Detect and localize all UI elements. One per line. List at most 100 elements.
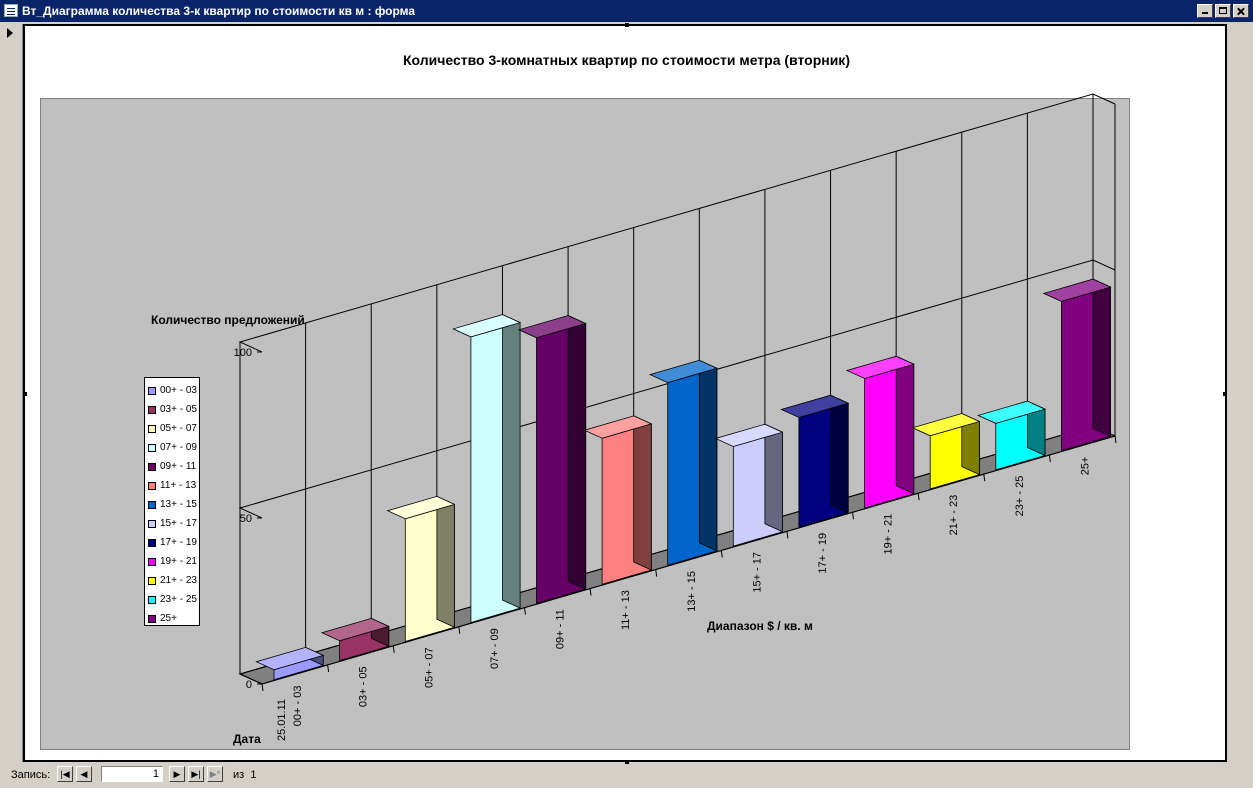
category-label: 13+ - 15 <box>686 571 698 612</box>
legend-label: 25+ <box>160 613 177 624</box>
legend-label: 11+ - 13 <box>160 480 197 491</box>
bar <box>714 423 784 547</box>
legend-swatch <box>148 481 156 490</box>
resize-handle-right[interactable] <box>1223 392 1227 396</box>
bar-side <box>502 313 521 609</box>
category-label: 21+ - 23 <box>948 495 960 536</box>
bar-side <box>1092 278 1111 438</box>
bar <box>977 400 1047 471</box>
category-tick <box>786 531 789 539</box>
bar-side <box>698 359 718 552</box>
category-label: 00+ - 03 <box>292 686 304 727</box>
legend-label: 13+ - 15 <box>160 499 197 510</box>
category-label: 17+ - 19 <box>817 533 829 574</box>
minimize-button[interactable] <box>1197 4 1213 18</box>
bar-top <box>452 314 522 338</box>
category-tick <box>523 607 526 615</box>
legend-swatch <box>148 443 156 452</box>
legend-entry: 23+ - 25 <box>145 590 199 609</box>
bar-top <box>714 423 784 447</box>
legend-label: 23+ - 25 <box>160 594 197 605</box>
legend-swatch <box>148 576 156 585</box>
bar-top <box>517 315 587 339</box>
bar-top <box>386 495 456 520</box>
bar <box>255 646 325 681</box>
legend-label: 17+ - 19 <box>160 537 197 548</box>
close-button[interactable] <box>1233 4 1249 18</box>
bar <box>1042 278 1112 452</box>
last-record-button[interactable]: ▶| <box>188 766 204 782</box>
bar-top <box>780 394 850 418</box>
window-title: Вт_Диаграмма количества 3-к квартир по с… <box>22 4 416 18</box>
record-total: 1 <box>250 769 257 781</box>
legend-entry: 19+ - 21 <box>145 552 199 571</box>
form-icon <box>4 4 18 17</box>
bar-top <box>320 617 390 642</box>
legend-swatch <box>148 405 156 414</box>
category-label: 15+ - 17 <box>751 552 763 593</box>
category-label: 11+ - 13 <box>620 590 632 630</box>
category-axis-title: Диапазон $ / кв. м <box>707 619 813 633</box>
legend-swatch <box>148 386 156 395</box>
category-tick <box>917 493 920 501</box>
legend-entry: 11+ - 13 <box>145 476 199 495</box>
bar <box>517 314 587 604</box>
resize-handle-left[interactable] <box>23 392 27 396</box>
category-tick <box>327 664 330 672</box>
category-tick <box>458 626 461 634</box>
legend-label: 05+ - 07 <box>160 423 197 434</box>
legend-label: 00+ - 03 <box>160 385 197 396</box>
bar <box>320 617 390 662</box>
bar <box>452 313 522 624</box>
bar-side <box>830 394 849 514</box>
record-selector[interactable] <box>6 24 23 762</box>
new-record-button[interactable]: ▶* <box>207 766 223 782</box>
record-count-label: из 1 <box>233 769 256 781</box>
previous-record-button[interactable]: ◀ <box>76 766 92 782</box>
category-label: 25+ <box>1079 457 1091 476</box>
legend-swatch <box>148 519 156 528</box>
bar-side <box>764 423 783 533</box>
resize-handle-top[interactable] <box>625 23 629 27</box>
bar-top <box>1042 278 1112 302</box>
category-label: 05+ - 07 <box>423 647 435 688</box>
next-record-button[interactable]: ▶ <box>169 766 185 782</box>
record-number-input[interactable]: 1 <box>101 766 163 782</box>
current-record-arrow-icon <box>7 28 13 38</box>
legend-swatch <box>148 424 156 433</box>
legend-swatch <box>148 614 156 623</box>
category-label: 23+ - 25 <box>1014 476 1026 517</box>
legend-label: 07+ - 09 <box>160 442 197 453</box>
first-record-button[interactable]: |◀ <box>57 766 73 782</box>
resize-handle-bottom[interactable] <box>625 760 629 764</box>
category-tick <box>1048 455 1051 463</box>
chart-legend[interactable]: 00+ - 03 03+ - 05 05+ - 07 07+ - 09 09+ - 11… <box>144 377 200 626</box>
bar-side <box>895 355 915 495</box>
category-label: 07+ - 09 <box>489 628 501 669</box>
gridline-value <box>238 93 1116 353</box>
bar <box>911 412 981 490</box>
category-label: 19+ - 21 <box>883 514 895 555</box>
record-navigation-bar: Запись: |◀ ◀ 1 ▶ ▶| ▶* из 1 <box>0 764 1253 788</box>
legend-entry: 25+ <box>145 609 199 628</box>
record-label: Запись: <box>11 769 51 781</box>
series-axis-title: Дата <box>233 732 261 746</box>
bar-top <box>583 415 653 439</box>
legend-swatch <box>148 557 156 566</box>
legend-label: 15+ - 17 <box>160 518 197 529</box>
legend-entry: 17+ - 19 <box>145 533 199 552</box>
bar <box>386 495 456 643</box>
value-tick-label: 0 <box>246 679 252 691</box>
legend-entry: 13+ - 15 <box>145 495 199 514</box>
legend-entry: 03+ - 05 <box>145 400 199 419</box>
value-tick-label: 100 <box>234 347 252 359</box>
maximize-button[interactable] <box>1215 4 1231 18</box>
category-tick <box>852 512 855 520</box>
category-tick <box>720 550 723 558</box>
legend-swatch <box>148 595 156 604</box>
legend-swatch <box>148 500 156 509</box>
category-axis-line <box>261 435 1116 685</box>
legend-entry: 21+ - 23 <box>145 571 199 590</box>
legend-entry: 09+ - 11 <box>145 457 199 476</box>
